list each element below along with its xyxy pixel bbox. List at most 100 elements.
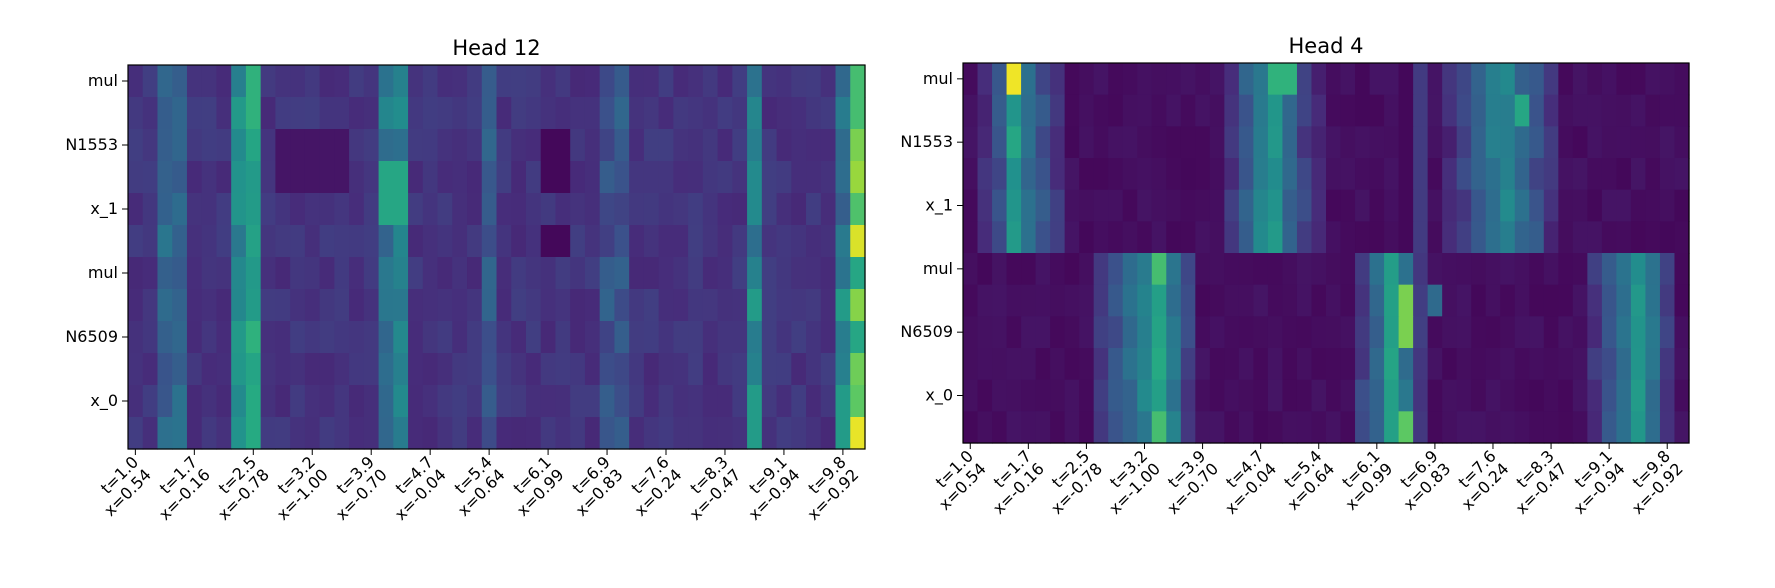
heatmap-cell <box>452 129 468 162</box>
heatmap-cell <box>1166 316 1182 349</box>
heatmap-cell <box>1500 284 1516 317</box>
heatmap-cell <box>1021 379 1037 412</box>
heatmap-cell <box>776 353 792 386</box>
heatmap-cell <box>1572 94 1588 127</box>
x-tick-label: t=1.7x=-0.16 <box>976 446 1048 518</box>
heatmap-cell <box>128 257 144 290</box>
heatmap-cell <box>1340 316 1356 349</box>
heatmap-cell <box>1253 126 1269 159</box>
heatmap-cell <box>747 161 763 194</box>
heatmap-cell <box>977 284 993 317</box>
heatmap-cell <box>747 225 763 258</box>
heatmap-cell <box>1616 411 1632 444</box>
heatmap-cell <box>1369 379 1385 412</box>
heatmap-cell <box>1674 189 1690 222</box>
heatmap-cell <box>511 353 527 386</box>
heatmap-cell <box>1151 126 1167 159</box>
heatmap-cell <box>1442 348 1458 381</box>
heatmap-cell <box>1413 316 1429 349</box>
heatmap-cell <box>658 161 674 194</box>
heatmap-cell <box>467 129 483 162</box>
heatmap-cell <box>1543 126 1559 159</box>
heatmap-cell <box>629 353 645 386</box>
heatmap-cell <box>349 225 365 258</box>
heatmap-cell <box>732 193 748 226</box>
x-tick-label: t=3.9x=-0.70 <box>319 452 391 524</box>
heatmap-cell <box>245 321 262 354</box>
heatmap-cell <box>1500 126 1516 159</box>
heatmap-cell <box>629 385 645 418</box>
heatmap-cell <box>1355 189 1371 222</box>
heatmap-cell <box>496 385 512 418</box>
heatmap-cell <box>584 417 601 450</box>
heatmap-cell <box>496 161 512 194</box>
heatmap-cell <box>673 193 689 226</box>
heatmap-cell <box>717 353 733 386</box>
heatmap-cell <box>643 193 660 226</box>
x-tick-label: t=6.9x=0.83 <box>1387 446 1455 514</box>
heatmap-cell <box>452 385 468 418</box>
heatmap-cell <box>128 385 144 418</box>
heatmap-cell <box>1616 94 1632 127</box>
heatmap-cell <box>1137 316 1153 349</box>
heatmap-cell <box>319 353 335 386</box>
heatmap-cell <box>1166 63 1182 96</box>
heatmap-cell <box>393 97 409 130</box>
heatmap-cell <box>216 97 232 130</box>
heatmap-cell <box>599 129 616 162</box>
heatmap-cell <box>1311 126 1327 159</box>
heatmap-cell <box>717 417 733 450</box>
heatmap-cell <box>216 353 232 386</box>
heatmap-cell <box>319 321 335 354</box>
x-tick-label: t=8.3x=-0.47 <box>673 452 745 524</box>
heatmap-cell <box>963 379 979 412</box>
heatmap-cell <box>747 353 763 386</box>
heatmap-cell <box>658 225 674 258</box>
heatmap-cell <box>1369 158 1385 191</box>
heatmap-cell <box>850 161 866 194</box>
heatmap-cell <box>349 193 365 226</box>
heatmap-cell <box>540 385 557 418</box>
heatmap-cell <box>1079 411 1095 444</box>
heatmap-cell <box>599 289 616 322</box>
heatmap-cell <box>977 379 993 412</box>
heatmap-cell <box>408 257 424 290</box>
heatmap-cell <box>1166 158 1182 191</box>
heatmap-cell <box>1659 158 1676 191</box>
heatmap-cell <box>481 193 498 226</box>
heatmap-cell <box>334 353 350 386</box>
heatmap-cell <box>1311 221 1327 254</box>
heatmap-cell <box>643 65 660 98</box>
heatmap-cell <box>275 257 291 290</box>
heatmap-cell <box>1050 284 1066 317</box>
heatmap-cell <box>820 65 837 98</box>
heatmap-cell <box>260 289 276 322</box>
heatmap-cell <box>231 65 247 98</box>
heatmap-cell <box>1427 94 1443 127</box>
heatmap-cell <box>850 353 866 386</box>
x-tick-label: t=7.6x=0.24 <box>1445 446 1513 514</box>
heatmap-cell <box>1064 284 1080 317</box>
heatmap-cell <box>393 321 409 354</box>
heatmap-cell <box>1558 126 1574 159</box>
heatmap-cell <box>1180 284 1196 317</box>
heatmap-cell <box>1122 253 1138 286</box>
heatmap-cell <box>747 97 763 130</box>
heatmap-cell <box>408 97 424 130</box>
heatmap-cell <box>216 289 232 322</box>
heatmap-cell <box>1369 63 1385 96</box>
heatmap-cell <box>1384 253 1400 286</box>
heatmap-cell <box>584 129 601 162</box>
heatmap-cell <box>658 289 674 322</box>
heatmap-cell <box>378 97 394 130</box>
heatmap-cell <box>1209 158 1225 191</box>
heatmap-cell <box>172 321 188 354</box>
heatmap-cell <box>128 65 144 98</box>
heatmap-cell <box>496 321 512 354</box>
y-tick-label: x_0 <box>90 391 118 411</box>
heatmap-cell <box>1630 126 1647 159</box>
heatmap-cell <box>1209 126 1225 159</box>
heatmap-cell <box>511 321 527 354</box>
heatmap-cell <box>1035 348 1051 381</box>
heatmap-cell <box>1093 221 1109 254</box>
